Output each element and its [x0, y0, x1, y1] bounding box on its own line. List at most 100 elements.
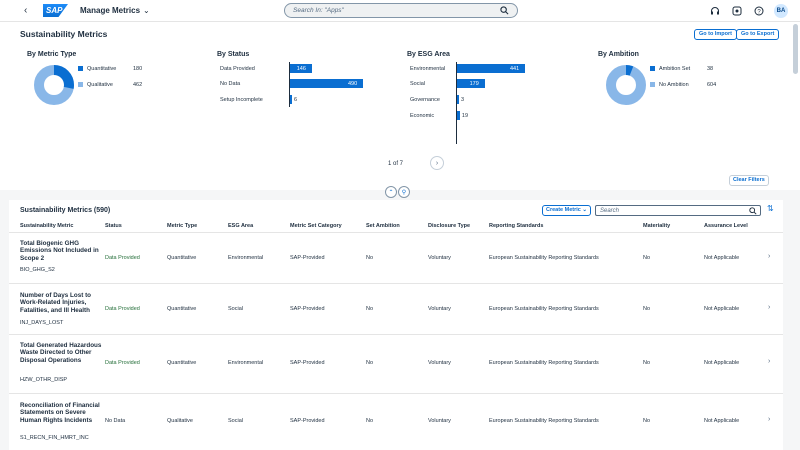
chevron-down-icon: ⌄	[143, 6, 150, 15]
table-search-placeholder: Search	[600, 207, 620, 214]
materiality: No	[643, 418, 651, 424]
col-metric-set-category[interactable]: Metric Set Category	[290, 223, 342, 229]
esg-bar[interactable]	[457, 64, 525, 73]
legend-no-ambition[interactable]: No Ambition 604	[650, 82, 716, 88]
vertical-scrollbar[interactable]	[793, 24, 798, 74]
shell-bar: ‹ SAP Manage Metrics ⌄ Search In: "Apps" …	[0, 0, 800, 22]
legend-label: Qualitative	[87, 82, 113, 88]
logo-text: SAP	[46, 6, 63, 15]
create-metric-label: Create Metric	[546, 207, 581, 213]
page-title: Sustainability Metrics	[20, 29, 108, 39]
metric-type: Quantitative	[167, 255, 197, 261]
esg-bar-value: 441	[510, 65, 520, 72]
global-search[interactable]: Search In: "Apps"	[284, 3, 518, 18]
set-ambition: No	[366, 418, 374, 424]
assurance-level: Not Applicable	[704, 255, 740, 261]
chevron-right-icon[interactable]: ›	[430, 156, 444, 170]
col-assurance-level[interactable]: Assurance Level	[704, 223, 748, 229]
esg-bar[interactable]	[457, 111, 460, 120]
avatar[interactable]: BA	[774, 4, 788, 18]
legend-swatch	[78, 66, 83, 71]
help-icon[interactable]: ?	[752, 5, 765, 18]
search-icon[interactable]	[749, 207, 757, 217]
esg-label-environmental: Environmental	[410, 66, 446, 72]
metric-set-category: SAP-Provided	[290, 255, 325, 261]
joule-icon[interactable]	[730, 5, 743, 18]
go-to-export-button[interactable]: Go to Export	[736, 29, 780, 40]
create-metric-button[interactable]: Create Metric ⌄	[542, 205, 591, 216]
table-row[interactable]: Total Generated Hazardous Waste Directed…	[9, 335, 783, 394]
metric-type-donut[interactable]	[33, 64, 75, 106]
metric-type: Quantitative	[167, 360, 197, 366]
reporting-standards: European Sustainability Reporting Standa…	[489, 306, 599, 312]
set-ambition: No	[366, 255, 374, 261]
legend-label: Quantitative	[87, 66, 117, 72]
status-bar[interactable]	[290, 64, 312, 73]
status-label-setup-incomplete: Setup Incomplete	[220, 97, 263, 103]
col-status[interactable]: Status	[105, 223, 122, 229]
esg-label-social: Social	[410, 81, 425, 87]
ambition-donut[interactable]	[605, 64, 647, 106]
esg-label-economic: Economic	[410, 113, 435, 119]
legend-value: 462	[133, 82, 143, 88]
collapse-header-icon[interactable]: ⌃	[385, 186, 397, 198]
chevron-down-icon: ⌄	[582, 207, 587, 213]
esg-area: Environmental	[228, 255, 264, 261]
col-set-ambition[interactable]: Set Ambition	[366, 223, 400, 229]
col-metric-type[interactable]: Metric Type	[167, 223, 198, 229]
pin-header-icon[interactable]: ⚲	[398, 186, 410, 198]
metric-name: Total Generated Hazardous Waste Directed…	[20, 342, 102, 364]
metric-name: Total Biogenic GHG Emissions Not Include…	[20, 240, 99, 262]
status-axis	[289, 62, 290, 107]
go-to-import-button[interactable]: Go to Import	[694, 29, 737, 40]
search-placeholder: Search In: "Apps"	[293, 7, 344, 14]
status-bar[interactable]	[290, 79, 363, 88]
status-badge: Data Provided	[105, 360, 140, 366]
metric-id: HZW_OTHR_DISP	[20, 377, 68, 383]
search-icon[interactable]	[500, 6, 509, 17]
esg-bar[interactable]	[457, 95, 459, 104]
legend-ambition-set[interactable]: Ambition Set 38	[650, 66, 713, 72]
status-label-data-provided: Data Provided	[220, 66, 255, 72]
table-header: Sustainability Metric Status Metric Type…	[9, 220, 783, 233]
row-navigation-icon[interactable]: ›	[768, 253, 771, 260]
col-metric[interactable]: Sustainability Metric	[20, 223, 74, 229]
status-badge: Data Provided	[105, 306, 140, 312]
app-title: Manage Metrics	[80, 6, 141, 15]
col-esg-area[interactable]: ESG Area	[228, 223, 254, 229]
headset-icon[interactable]	[708, 5, 721, 18]
esg-area: Social	[228, 418, 243, 424]
status-bar[interactable]	[290, 95, 292, 104]
by-metric-type-title: By Metric Type	[27, 51, 77, 58]
app-title-menu[interactable]: Manage Metrics ⌄	[80, 6, 150, 15]
col-materiality[interactable]: Materiality	[643, 223, 671, 229]
disclosure-type: Voluntary	[428, 306, 451, 312]
metric-set-category: SAP-Provided	[290, 418, 325, 424]
col-reporting-standards[interactable]: Reporting Standards	[489, 223, 544, 229]
legend-qualitative[interactable]: Qualitative 462	[78, 82, 142, 88]
reporting-standards: European Sustainability Reporting Standa…	[489, 255, 599, 261]
materiality: No	[643, 306, 651, 312]
set-ambition: No	[366, 306, 374, 312]
col-disclosure-type[interactable]: Disclosure Type	[428, 223, 471, 229]
esg-bar-value: 3	[461, 96, 465, 103]
row-navigation-icon[interactable]: ›	[768, 304, 771, 311]
table-search-input[interactable]: Search	[595, 205, 761, 216]
table-row[interactable]: Number of Days Lost to Work-Related Inju…	[9, 284, 783, 335]
table-row[interactable]: Total Biogenic GHG Emissions Not Include…	[9, 234, 783, 284]
clear-filters-button[interactable]: Clear Filters	[729, 175, 769, 186]
sort-icon[interactable]: ⇅	[767, 204, 774, 213]
esg-bar-value: 179	[469, 80, 479, 87]
materiality: No	[643, 360, 651, 366]
status-badge: No Data	[105, 418, 126, 424]
table-row[interactable]: Reconciliation of Financial Statements o…	[9, 394, 783, 450]
back-icon[interactable]: ‹	[24, 5, 28, 16]
legend-value: 604	[707, 82, 717, 88]
assurance-level: Not Applicable	[704, 418, 740, 424]
sap-logo[interactable]: SAP	[43, 4, 68, 17]
esg-bar[interactable]	[457, 79, 485, 88]
row-navigation-icon[interactable]: ›	[768, 416, 771, 423]
legend-quantitative[interactable]: Quantitative 180	[78, 66, 142, 72]
status-bar-value: 146	[296, 65, 306, 72]
row-navigation-icon[interactable]: ›	[768, 358, 771, 365]
